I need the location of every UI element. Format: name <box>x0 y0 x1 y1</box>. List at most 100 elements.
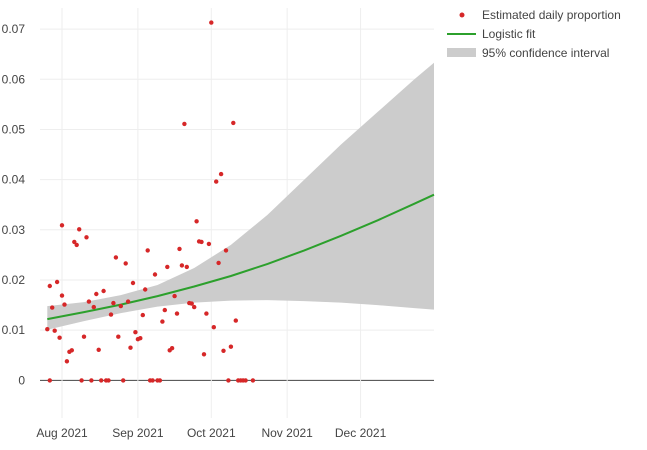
data-point <box>133 330 138 335</box>
logistic-fit-line <box>47 193 435 321</box>
data-point <box>250 378 256 383</box>
data-point <box>201 352 207 357</box>
x-tick-label: Dec 2021 <box>335 426 387 440</box>
data-point <box>221 348 226 353</box>
y-tick-label: 0.07 <box>2 22 26 36</box>
data-point <box>233 318 238 323</box>
y-tick-label: 0.03 <box>2 223 26 237</box>
data-point <box>206 241 212 247</box>
x-tick-label: Sep 2021 <box>112 426 164 440</box>
data-point <box>62 302 67 307</box>
data-point <box>143 287 148 292</box>
confidence-band-layer <box>47 62 435 330</box>
data-points-layer <box>45 20 256 383</box>
data-point <box>72 239 77 245</box>
data-point <box>174 311 180 316</box>
y-axis-ticks: 0 0.01 0.02 0.03 0.04 0.05 0.06 0.07 <box>2 22 26 387</box>
data-point <box>111 300 116 306</box>
legend-item-fit[interactable]: Logistic fit <box>447 27 536 41</box>
data-point <box>108 312 114 317</box>
legend-label-points: Estimated daily proportion <box>482 8 621 22</box>
data-point <box>69 348 75 353</box>
data-point <box>106 378 111 383</box>
logistic-fit-layer <box>47 193 435 321</box>
y-tick-label: 0.06 <box>2 72 26 86</box>
data-point <box>101 288 106 294</box>
y-tick-label: 0.02 <box>2 273 26 287</box>
data-point <box>64 359 70 364</box>
data-point <box>57 335 62 340</box>
x-axis-ticks: Aug 2021 Sep 2021 Oct 2021 Nov 2021 Dec 2021 <box>36 426 386 440</box>
data-point <box>192 304 197 310</box>
legend-item-points[interactable]: Estimated daily proportion <box>459 8 621 22</box>
data-point <box>89 378 94 383</box>
data-point <box>231 120 236 126</box>
data-point <box>59 293 65 298</box>
data-point <box>86 299 92 304</box>
data-point <box>172 293 177 299</box>
data-point <box>116 334 121 339</box>
legend[interactable]: Estimated daily proportion Logistic fit … <box>447 8 621 60</box>
data-point <box>211 325 216 330</box>
data-point <box>96 347 101 352</box>
legend-label-fit: Logistic fit <box>482 27 536 41</box>
confidence-band <box>47 62 435 330</box>
data-point <box>214 179 219 184</box>
data-point <box>189 301 194 306</box>
data-point <box>223 248 229 253</box>
data-point <box>216 260 221 266</box>
data-point <box>204 311 209 316</box>
data-point <box>209 20 214 25</box>
data-point <box>91 304 97 310</box>
data-point <box>123 261 128 266</box>
data-point <box>118 303 124 309</box>
data-point <box>160 319 165 324</box>
data-point <box>59 223 65 228</box>
data-point <box>99 378 104 383</box>
legend-label-ci: 95% confidence interval <box>482 46 609 60</box>
data-point <box>184 264 189 270</box>
x-tick-label: Aug 2021 <box>36 426 88 440</box>
data-point <box>162 307 167 313</box>
data-point <box>74 242 79 248</box>
data-point <box>150 378 155 383</box>
data-point <box>140 312 145 318</box>
data-point <box>128 345 133 350</box>
data-point <box>130 280 136 286</box>
data-point <box>50 305 55 310</box>
data-point <box>194 219 199 224</box>
data-point <box>182 121 187 127</box>
y-tick-label: 0 <box>18 373 25 387</box>
data-point <box>77 227 82 232</box>
x-tick-label: Nov 2021 <box>261 426 313 440</box>
data-point <box>243 378 248 383</box>
data-point <box>79 378 84 383</box>
data-point <box>113 255 119 260</box>
data-point <box>94 291 99 297</box>
data-point <box>47 378 52 383</box>
data-point <box>157 378 163 383</box>
x-tick-label: Oct 2021 <box>187 426 236 440</box>
data-point <box>138 336 143 341</box>
data-point <box>52 328 57 333</box>
data-point <box>47 283 52 289</box>
data-point <box>226 378 231 383</box>
data-point <box>145 248 150 253</box>
legend-swatch-points <box>459 12 465 18</box>
data-point <box>84 235 89 240</box>
y-tick-label: 0.05 <box>2 122 26 136</box>
data-point <box>199 239 204 245</box>
data-point <box>169 346 175 351</box>
data-point <box>218 171 224 177</box>
legend-swatch-ci <box>447 48 476 57</box>
data-point <box>165 264 170 270</box>
data-point <box>54 279 60 285</box>
data-point <box>179 263 185 268</box>
data-point <box>152 272 158 277</box>
legend-item-ci[interactable]: 95% confidence interval <box>447 46 609 60</box>
data-point <box>45 327 50 332</box>
y-tick-label: 0.01 <box>2 323 26 337</box>
data-point <box>81 334 87 339</box>
data-point <box>125 299 131 304</box>
